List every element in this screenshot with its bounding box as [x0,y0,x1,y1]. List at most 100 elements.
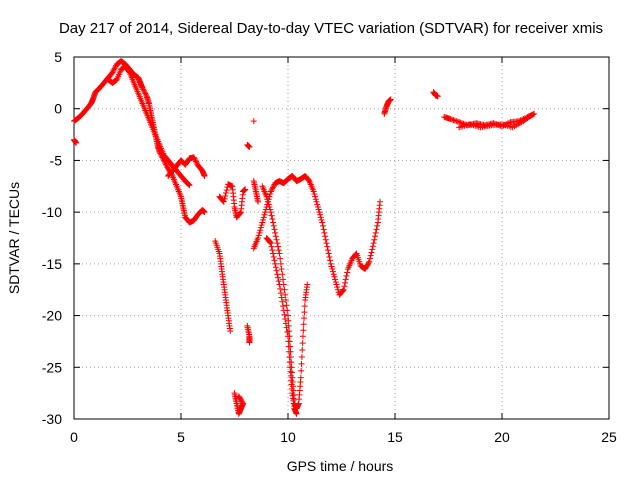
data-point [319,222,326,229]
data-point [297,374,304,381]
data-point [223,187,230,194]
y-axis-label: SDTVAR / TECUs [6,182,22,294]
data-point [267,209,274,216]
data-point [277,255,284,262]
data-point [312,193,319,200]
data-point [191,155,198,162]
y-tick-label: 5 [54,49,62,65]
data-point [272,233,279,240]
data-point [280,307,287,314]
data-point [246,339,253,346]
data-point [344,269,351,276]
data-point [369,246,376,253]
data-point [110,66,117,73]
data-point [255,235,262,241]
data-point [301,303,308,310]
x-tick-label: 0 [70,429,78,445]
data-point [112,63,119,70]
data-point [190,154,197,161]
data-point [299,347,306,354]
data-point [449,116,456,123]
data-point [318,216,325,223]
data-point [304,281,311,288]
data-point [282,291,289,298]
data-point [278,294,285,301]
data-point [372,233,379,240]
data-point [454,118,461,125]
data-point [311,191,318,198]
data-point [341,283,348,290]
data-point [222,192,229,199]
data-point [270,184,277,191]
data-point [313,198,320,205]
data-point [268,187,275,194]
data-point [298,360,305,367]
data-point [293,410,300,417]
data-point [326,253,333,260]
y-tick-label: 0 [54,101,62,117]
y-axis-ticks: 5 0 -5 -10 -15 -20 -25 -30 [42,49,609,427]
data-point [272,229,279,236]
data-point [342,276,349,283]
data-point [267,239,274,246]
data-point [451,117,458,124]
data-point [281,286,288,293]
data-point [317,214,324,221]
data-point [314,203,321,210]
data-point [370,240,377,247]
data-point [319,219,326,226]
data-point [372,229,379,236]
data-point [274,271,281,278]
data-point [242,186,249,193]
data-point [387,96,394,103]
data-point [527,112,534,119]
data-point [275,243,282,250]
grid-lines [74,57,609,419]
data-point [310,188,317,195]
data-point [193,159,200,166]
data-point [272,260,279,267]
data-point [278,266,285,273]
data-point [267,206,274,213]
data-point [285,333,291,340]
data-point [317,211,324,218]
data-point [267,191,274,198]
data-point [323,240,330,247]
data-point [259,219,266,226]
data-point [312,196,319,203]
data-point [301,309,308,316]
y-tick-label: -10 [42,204,62,220]
data-point [324,243,331,250]
data-point [268,243,275,250]
data-point [343,272,350,279]
data-point [250,118,257,125]
data-point [266,203,273,210]
data-point [235,393,242,400]
data-point [277,285,284,292]
data-point [366,258,373,265]
x-axis-label: GPS time / hours [287,458,394,474]
data-points [71,58,538,417]
data-point [284,328,291,335]
data-point [334,284,341,291]
data-point [316,209,323,216]
data-point [282,297,289,304]
data-point [222,190,229,197]
y-tick-label: -20 [42,308,62,324]
data-point [273,236,280,243]
data-point [185,181,192,188]
data-point [271,226,278,233]
data-point [270,182,277,189]
data-point [185,180,192,187]
data-point [140,86,147,93]
data-point [322,233,329,240]
data-point [280,276,287,283]
y-tick-label: -30 [42,411,62,427]
data-point [320,226,327,233]
data-point [528,111,535,118]
data-point [139,85,146,92]
data-point [299,333,306,340]
data-point [109,69,116,76]
data-point [333,281,340,288]
data-point [163,162,170,169]
